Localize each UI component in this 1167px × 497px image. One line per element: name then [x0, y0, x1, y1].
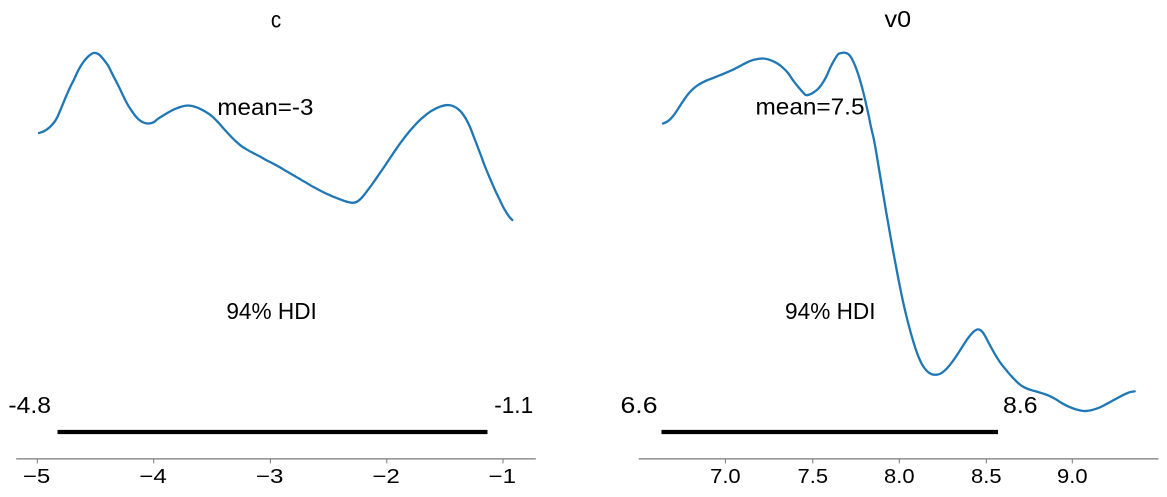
svg-text:−3: −3	[256, 466, 284, 488]
svg-text:mean=7.5: mean=7.5	[756, 94, 865, 120]
svg-text:−2: −2	[372, 466, 400, 488]
svg-text:-4.8: -4.8	[8, 392, 51, 418]
svg-text:8.6: 8.6	[1003, 392, 1038, 418]
svg-text:v0: v0	[885, 6, 912, 32]
svg-text:6.6: 6.6	[621, 392, 658, 418]
svg-text:7.0: 7.0	[710, 466, 741, 488]
svg-text:−4: −4	[139, 466, 167, 488]
svg-text:94% HDI: 94% HDI	[226, 298, 317, 324]
svg-text:-1.1: -1.1	[494, 392, 533, 418]
svg-text:−1: −1	[489, 466, 517, 488]
svg-text:8.5: 8.5	[971, 466, 1002, 488]
svg-text:−5: −5	[23, 466, 51, 488]
svg-text:9.0: 9.0	[1057, 466, 1088, 488]
svg-text:7.5: 7.5	[798, 466, 829, 488]
svg-text:mean=-3: mean=-3	[217, 94, 313, 120]
svg-text:c: c	[271, 6, 281, 32]
svg-text:8.0: 8.0	[884, 466, 915, 488]
svg-text:94% HDI: 94% HDI	[785, 298, 876, 324]
